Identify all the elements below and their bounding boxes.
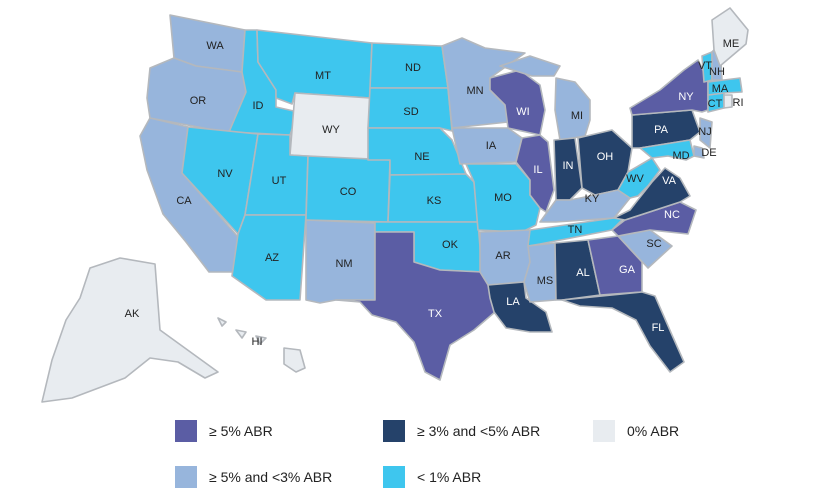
legend-label-0pct: 0% ABR xyxy=(627,423,680,439)
legend: ≥ 5% ABR ≥ 3% and <5% ABR 0% ABR ≥ 5% an… xyxy=(0,410,837,496)
state-mi xyxy=(499,55,591,141)
state-label-wv: WV xyxy=(626,173,644,185)
us-map: WA OR CA ID NV MT WY UT AZ CO NM ND SD NE KS OK TX MN IA MO… xyxy=(41,7,749,403)
state-label-ky: KY xyxy=(585,193,600,205)
state-il xyxy=(515,134,555,213)
legend-swatch-lt1pct xyxy=(383,466,405,488)
state-ny xyxy=(629,59,709,116)
state-label-in: IN xyxy=(563,160,574,172)
state-label-ms: MS xyxy=(537,275,554,287)
legend-label-5pct: ≥ 5% ABR xyxy=(209,423,273,439)
state-label-md: MD xyxy=(672,150,689,162)
state-label-mn: MN xyxy=(466,85,483,97)
state-nj xyxy=(699,117,713,149)
legend-swatch-3to5pct xyxy=(383,420,405,442)
state-ga xyxy=(587,235,643,296)
state-va xyxy=(613,167,691,221)
state-label-va: VA xyxy=(662,175,677,187)
state-label-fl: FL xyxy=(652,322,665,334)
state-md xyxy=(639,139,695,161)
state-label-ut: UT xyxy=(272,175,287,187)
state-label-hi: HI xyxy=(252,336,263,348)
state-label-il: IL xyxy=(533,164,542,176)
state-de xyxy=(693,145,705,159)
legend-label-lt1pct: < 1% ABR xyxy=(417,469,482,485)
state-me xyxy=(711,7,749,67)
state-label-nd: ND xyxy=(405,62,421,74)
state-label-ma: MA xyxy=(712,83,729,95)
state-label-ct: CT xyxy=(708,98,723,110)
state-label-ia: IA xyxy=(486,140,497,152)
legend-item-lt1pct: < 1% ABR xyxy=(383,466,481,488)
state-fl xyxy=(561,291,685,373)
state-label-al: AL xyxy=(576,267,589,279)
state-ms xyxy=(523,242,557,303)
state-label-or: OR xyxy=(190,95,207,107)
state-label-sd: SD xyxy=(403,106,418,118)
state-label-nj: NJ xyxy=(698,126,711,138)
state-hi xyxy=(217,317,306,373)
state-ak xyxy=(41,257,219,403)
legend-swatch-1to3pct xyxy=(175,466,197,488)
state-label-mi: MI xyxy=(571,110,583,122)
state-ri xyxy=(723,94,733,109)
state-label-ne: NE xyxy=(414,151,429,163)
legend-item-1to3pct: ≥ 5% and <3% ABR xyxy=(175,466,332,488)
state-label-ca: CA xyxy=(176,195,192,207)
state-in xyxy=(553,137,583,201)
state-ma xyxy=(707,77,743,96)
state-label-wi: WI xyxy=(516,106,529,118)
state-label-ga: GA xyxy=(619,264,636,276)
state-label-tx: TX xyxy=(428,308,443,320)
state-label-tn: TN xyxy=(568,224,583,236)
state-label-az: AZ xyxy=(265,252,279,264)
state-label-ks: KS xyxy=(427,195,442,207)
legend-item-0pct: 0% ABR xyxy=(593,420,679,442)
state-label-nc: NC xyxy=(664,209,680,221)
legend-item-5pct: ≥ 5% ABR xyxy=(175,420,273,442)
state-label-vt: VT xyxy=(698,60,712,72)
legend-label-1to3pct: ≥ 5% and <3% ABR xyxy=(209,469,333,485)
state-label-wa: WA xyxy=(206,40,224,52)
state-label-ar: AR xyxy=(495,250,510,262)
state-label-mo: MO xyxy=(494,192,512,204)
state-label-nm: NM xyxy=(335,258,352,270)
state-sd xyxy=(367,87,453,132)
state-label-mt: MT xyxy=(315,70,331,82)
state-label-ok: OK xyxy=(442,239,459,251)
state-label-wy: WY xyxy=(322,124,340,136)
state-label-me: ME xyxy=(723,38,740,50)
legend-swatch-5pct xyxy=(175,420,197,442)
legend-label-3to5pct: ≥ 3% and <5% ABR xyxy=(417,423,541,439)
state-label-co: CO xyxy=(340,186,357,198)
legend-swatch-0pct xyxy=(593,420,615,442)
state-label-nv: NV xyxy=(217,168,233,180)
state-tx xyxy=(335,231,496,381)
state-label-oh: OH xyxy=(597,151,614,163)
legend-item-3to5pct: ≥ 3% and <5% ABR xyxy=(383,420,540,442)
state-la xyxy=(487,281,553,333)
state-wv xyxy=(617,157,661,199)
state-label-pa: PA xyxy=(654,124,669,136)
state-label-sc: SC xyxy=(646,238,661,250)
state-label-id: ID xyxy=(253,100,264,112)
state-label-de: DE xyxy=(701,147,716,159)
state-label-ak: AK xyxy=(125,308,140,320)
state-label-ri: RI xyxy=(733,97,744,109)
state-label-nh: NH xyxy=(709,66,725,78)
state-label-ny: NY xyxy=(678,91,694,103)
state-label-la: LA xyxy=(506,296,520,308)
